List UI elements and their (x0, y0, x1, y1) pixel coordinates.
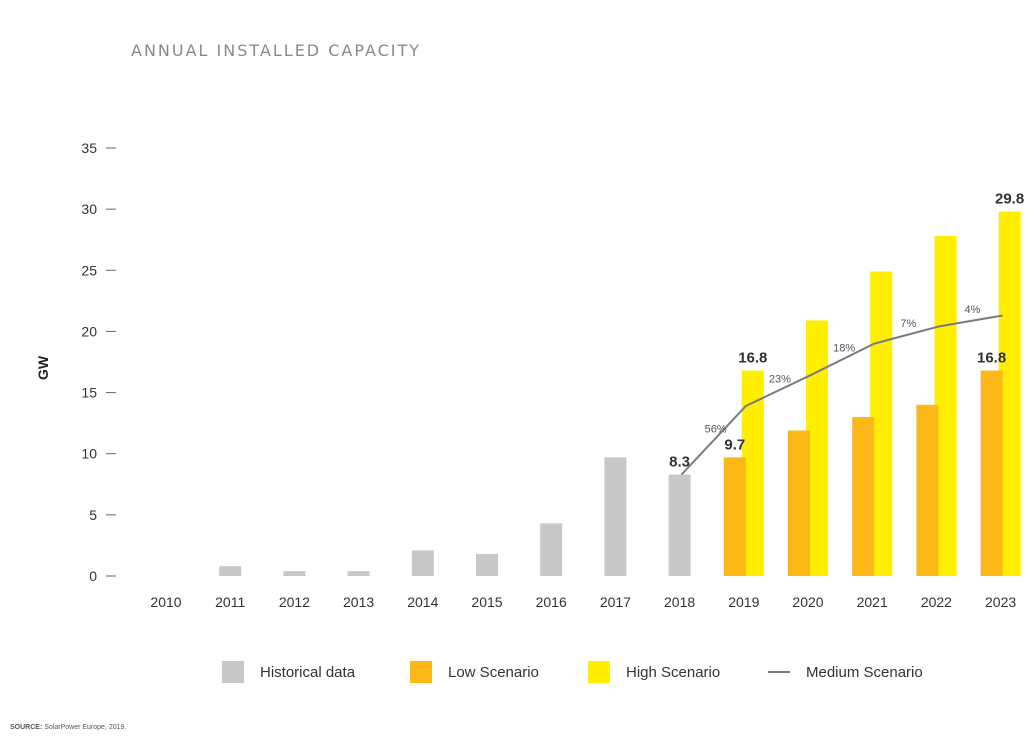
legend-swatch-historical-data (222, 661, 244, 683)
x-tick-label-2013: 2013 (343, 594, 374, 610)
legend-label-high-scenario: High Scenario (626, 664, 720, 681)
bar-low-2020 (788, 430, 810, 576)
medium-scenario-polyline (680, 314, 1003, 476)
x-axis: 2010 2011 2012 2013 2014 2015 2016 2017 2018 2019… (150, 594, 1016, 610)
y-axis-label: GW (35, 355, 51, 380)
bar-historical-2012 (283, 571, 306, 576)
bar-historical-2016 (540, 523, 563, 576)
chart-title: ANNUAL INSTALLED CAPACITY (131, 41, 421, 60)
y-tick-label-25: 25 (81, 262, 97, 278)
data-labels: 56% 23% 18% 7% 4% 8.3 9.7 16.8 29.8 16.8 (669, 191, 1024, 471)
data-label-2023-16-8: 16.8 (977, 350, 1006, 367)
bar-historical-2013 (347, 571, 370, 576)
bar-high-2019 (741, 370, 764, 576)
x-tick-label-2021: 2021 (857, 594, 888, 610)
bar-low-2022 (916, 404, 939, 576)
y-tick-label-30: 30 (81, 201, 97, 217)
bar-low-2021 (852, 417, 875, 576)
bar-high-2022 (934, 236, 957, 576)
source-text: SolarPower Europe, 2019. (44, 724, 127, 731)
x-tick-label-2022: 2022 (921, 594, 952, 610)
legend-swatch-high-scenario (588, 661, 610, 683)
y-tick-label-5: 5 (89, 507, 97, 523)
growth-label-2019: 56% (705, 423, 727, 435)
x-tick-label-2016: 2016 (536, 594, 567, 610)
x-tick-label-2011: 2011 (215, 594, 245, 610)
y-tick-label-10: 10 (81, 446, 97, 462)
x-tick-label-2018: 2018 (664, 594, 695, 610)
growth-label-2020: 23% (769, 374, 791, 386)
legend: Historical data Low Scenario High Scenario… (222, 661, 923, 683)
x-tick-label-2019: 2019 (728, 594, 759, 610)
data-label-2019-16-8: 16.8 (738, 350, 767, 367)
legend-swatch-low-scenario (410, 661, 432, 683)
bar-historical-2018 (668, 474, 691, 576)
data-label-2019-9-7: 9.7 (724, 436, 745, 453)
bar-high-2023 (998, 211, 1021, 577)
data-label-2018-8-3: 8.3 (669, 454, 690, 471)
bar-low-2023 (980, 370, 1003, 576)
x-tick-label-2012: 2012 (279, 594, 310, 610)
bar-historical-2011 (219, 566, 242, 576)
x-tick-label-2020: 2020 (792, 594, 823, 610)
bars (219, 211, 1021, 577)
source-label: SOURCE: (10, 724, 43, 731)
bar-historical-2017 (604, 457, 627, 576)
bar-historical-2015 (476, 553, 498, 576)
y-tick-label-35: 35 (81, 140, 97, 156)
x-tick-label-2010: 2010 (150, 594, 181, 610)
legend-label-historical-data: Historical data (260, 664, 356, 681)
x-tick-label-2015: 2015 (471, 594, 502, 610)
legend-label-medium-scenario: Medium Scenario (806, 664, 923, 681)
medium-scenario-line (680, 314, 1003, 476)
bar-high-2021 (870, 271, 893, 576)
source-note: SOURCE: SolarPower Europe, 2019. (10, 724, 126, 731)
growth-label-2021: 18% (833, 343, 855, 355)
bar-historical-2014 (411, 550, 434, 576)
growth-label-2023: 4% (965, 304, 981, 316)
x-tick-label-2017: 2017 (600, 594, 631, 610)
x-tick-label-2023: 2023 (985, 594, 1016, 610)
y-tick-label-0: 0 (89, 568, 97, 584)
x-tick-label-2014: 2014 (407, 594, 438, 610)
bar-low-2019 (723, 457, 746, 576)
data-label-2023-29-8: 29.8 (995, 191, 1024, 208)
bar-high-2020 (806, 320, 828, 576)
y-tick-label-20: 20 (81, 323, 97, 339)
legend-label-low-scenario: Low Scenario (448, 664, 539, 681)
y-tick-label-15: 15 (81, 385, 97, 401)
y-axis: 0 5 10 15 20 25 30 35 (81, 140, 116, 584)
growth-label-2022: 7% (900, 318, 916, 330)
